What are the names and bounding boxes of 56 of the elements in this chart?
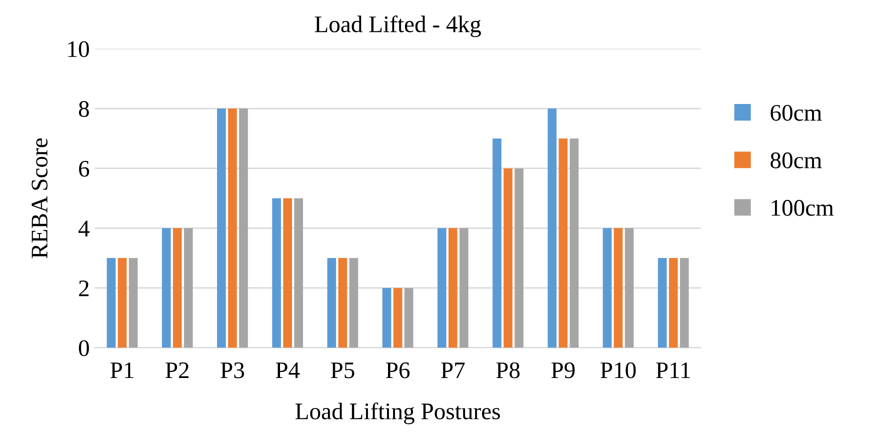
x-tick-label: P5 (330, 362, 354, 378)
bar (614, 228, 623, 348)
bar (239, 108, 248, 348)
bar (514, 168, 524, 348)
x-tick-label: P2 (166, 362, 189, 378)
chart-title: Load Lifted - 4kg (314, 15, 481, 38)
bar (668, 258, 678, 348)
x-tick-label: P8 (496, 362, 520, 378)
x-axis-title: Load Lifting Postures (296, 402, 500, 424)
x-tick-label: P11 (656, 362, 690, 378)
x-tick-label: P10 (600, 362, 636, 378)
bar (570, 138, 579, 348)
y-tick-label: 6 (79, 160, 90, 177)
bar (504, 168, 512, 348)
bar (128, 258, 138, 348)
x-tick-label: P6 (386, 362, 410, 378)
y-tick-label: 2 (79, 280, 89, 296)
bar (548, 108, 557, 348)
bar (658, 258, 667, 348)
legend-label: 100cm (772, 200, 834, 216)
bar (349, 258, 358, 348)
x-tick-label: P4 (276, 362, 300, 378)
y-tick-label: 10 (68, 41, 89, 58)
bar (172, 228, 182, 348)
bar (602, 228, 612, 348)
bar (283, 198, 292, 348)
y-axis-title: REBA Score (32, 138, 48, 258)
bar (272, 198, 281, 348)
legend-label: 80cm (770, 152, 822, 168)
x-tick-label: P3 (220, 362, 244, 378)
y-tick-label: 0 (78, 340, 89, 356)
bar (338, 258, 348, 348)
bar (294, 198, 304, 348)
y-tick-label: 4 (78, 220, 90, 236)
bar (217, 108, 226, 348)
bar (437, 228, 446, 348)
bar (680, 258, 689, 348)
bar (624, 228, 634, 348)
bar (106, 258, 116, 348)
x-tick-label: P9 (551, 362, 575, 378)
x-tick-label: P1 (110, 362, 134, 378)
bar (162, 228, 171, 348)
x-tick-label: P7 (441, 362, 465, 378)
bar (460, 228, 468, 348)
bar (448, 228, 458, 348)
bar (382, 288, 392, 348)
bar (404, 288, 414, 348)
bar (492, 138, 502, 348)
bar (228, 108, 237, 348)
bar (118, 258, 127, 348)
y-tick-label: 8 (78, 101, 89, 117)
bar (558, 138, 568, 348)
bar (393, 288, 402, 348)
bar (327, 258, 336, 348)
bar (184, 228, 193, 348)
legend-label: 60cm (770, 104, 822, 121)
